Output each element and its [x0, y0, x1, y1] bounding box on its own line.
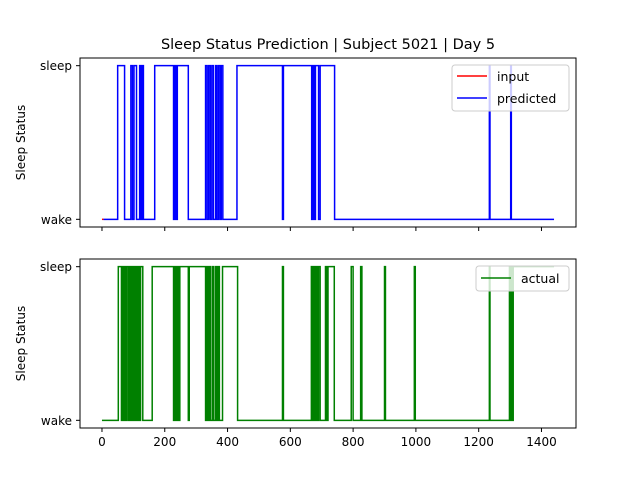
- actual-x-ticks: 0 200 400 600 800 1000 1200 1400: [98, 428, 557, 449]
- prediction-y-ticks: wake sleep: [40, 59, 80, 227]
- series-line-actual: [101, 265, 555, 422]
- x-tick-label: 200: [153, 435, 176, 449]
- actual-series-group: [101, 265, 555, 422]
- x-tick-label: 0: [98, 435, 106, 449]
- actual-axes-frame: [79, 258, 577, 429]
- prediction-panel: wake sleep Sleep Status input predicted: [14, 57, 577, 231]
- x-tick-label: 600: [279, 435, 302, 449]
- x-tick-label: 400: [216, 435, 239, 449]
- actual-panel: wake sleep 0 200 400 600 800 1000 1200 1400 Slee…: [14, 258, 577, 449]
- actual-legend: actual: [475, 265, 570, 292]
- y-tick-label: sleep: [40, 59, 72, 73]
- y-tick-label: wake: [41, 213, 72, 227]
- series-line-predicted: [103, 64, 555, 221]
- prediction-y-axis-label: Sleep Status: [14, 105, 28, 180]
- prediction-axes-frame: [79, 57, 577, 228]
- x-tick-label: 1400: [526, 435, 557, 449]
- actual-legend-box: [475, 265, 570, 292]
- prediction-x-ticks: [101, 227, 542, 231]
- prediction-legend: input predicted: [451, 64, 570, 112]
- y-tick-label: sleep: [40, 260, 72, 274]
- legend-label-predicted: predicted: [497, 91, 556, 106]
- actual-y-ticks: wake sleep: [40, 260, 80, 428]
- legend-label-input: input: [497, 69, 529, 84]
- actual-y-axis-label: Sleep Status: [14, 306, 28, 381]
- x-tick-label: 1000: [401, 435, 432, 449]
- x-tick-label: 1200: [463, 435, 494, 449]
- chart-title: Sleep Status Prediction | Subject 5021 |…: [161, 37, 495, 53]
- prediction-series-group: [101, 64, 555, 221]
- legend-label-actual: actual: [521, 271, 560, 286]
- x-tick-label: 800: [342, 435, 365, 449]
- y-tick-label: wake: [41, 414, 72, 428]
